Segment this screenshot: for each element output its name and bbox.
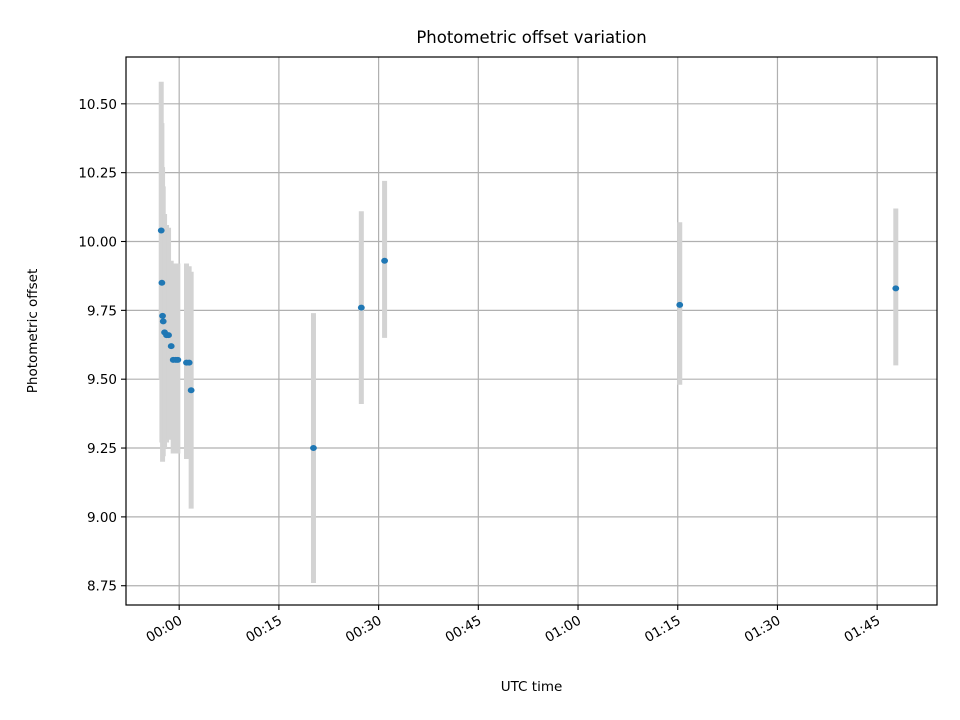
chart-title: Photometric offset variation — [416, 28, 646, 47]
data-point — [310, 445, 317, 452]
data-point — [381, 257, 388, 264]
plot-area-frame — [125, 56, 938, 606]
data-point — [159, 312, 166, 319]
y-tick-label: 10.50 — [78, 97, 117, 113]
y-tick-label: 8.75 — [87, 579, 117, 595]
y-tick-label: 9.00 — [87, 510, 117, 526]
data-point — [165, 332, 172, 339]
data-points — [157, 227, 900, 452]
data-point — [158, 279, 166, 286]
data-point — [676, 301, 684, 308]
data-point — [174, 356, 182, 363]
y-tick-label: 9.25 — [87, 441, 117, 457]
data-point — [187, 387, 195, 394]
data-point — [357, 304, 365, 311]
data-point — [185, 359, 193, 366]
y-tick-label: 10.25 — [78, 166, 117, 182]
data-point — [157, 227, 165, 234]
y-tick-label: 9.75 — [87, 303, 117, 319]
x-axis-label: UTC time — [501, 679, 563, 695]
y-tick-label: 9.50 — [87, 372, 117, 388]
data-point — [167, 343, 175, 350]
y-axis-label: Photometric offset — [25, 269, 41, 393]
y-axis-ticks: 8.75 9.00 9.25 9.50 9.75 10.00 10.25 10.50 — [78, 97, 126, 595]
y-tick-label: 10.00 — [78, 235, 117, 251]
data-point — [159, 318, 167, 325]
data-point — [892, 285, 900, 292]
